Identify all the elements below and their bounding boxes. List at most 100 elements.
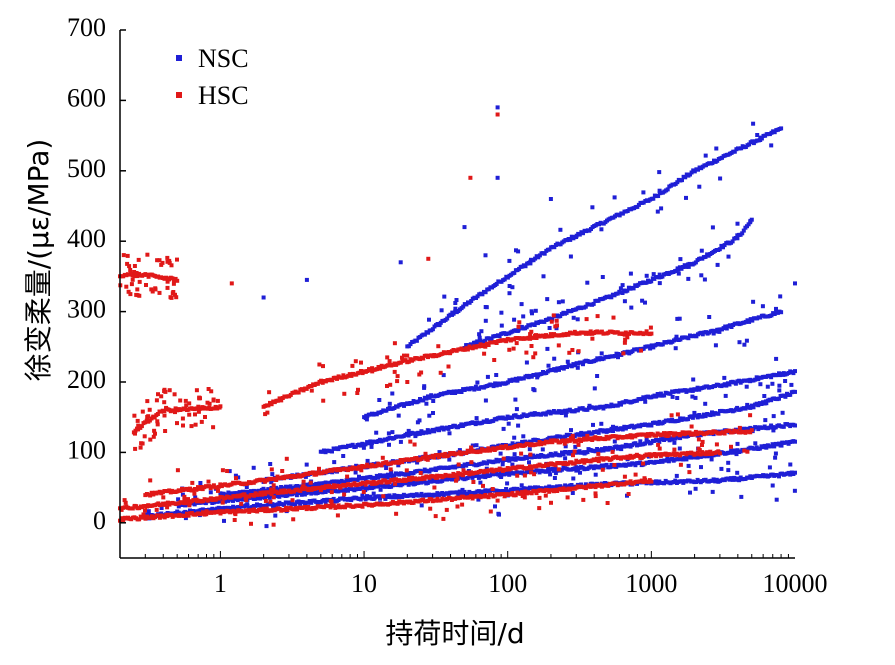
nsc-point (545, 346, 550, 351)
hsc-point (317, 362, 322, 367)
hsc-point (184, 403, 189, 408)
hsc-point (144, 283, 148, 287)
nsc-point (459, 390, 464, 394)
hsc-point (481, 483, 485, 488)
nsc-point (675, 396, 680, 400)
hsc-point (150, 289, 155, 294)
nsc-point (724, 326, 729, 331)
hsc-point (672, 447, 677, 452)
hsc-point (243, 496, 248, 500)
hsc-point (517, 320, 522, 325)
nsc-point (780, 410, 785, 415)
hsc-point (186, 497, 190, 502)
nsc-point (762, 394, 767, 398)
nsc-point (495, 105, 500, 110)
nsc-point (686, 463, 691, 468)
hsc-point (174, 295, 179, 300)
hsc-point (249, 521, 253, 526)
hsc-point (156, 513, 161, 518)
nsc-point (369, 444, 374, 449)
hsc-point (717, 451, 722, 456)
nsc-point (433, 493, 438, 498)
nsc-point (741, 228, 746, 233)
nsc-point (675, 316, 680, 321)
nsc-point (580, 305, 585, 310)
hsc-point (404, 468, 409, 473)
hsc-point (414, 456, 419, 460)
hsc-point (199, 419, 204, 424)
nsc-point (721, 245, 725, 250)
hsc-point (722, 431, 727, 436)
nsc-point (748, 218, 753, 223)
hsc-point (628, 433, 633, 438)
legend-item-nsc: NSC (176, 44, 249, 73)
hsc-point (683, 431, 688, 436)
legend-item-hsc: HSC (176, 81, 249, 110)
hsc-point (165, 514, 170, 519)
nsc-point (574, 235, 579, 239)
nsc-point (717, 247, 722, 252)
hsc-point (576, 442, 581, 447)
nsc-point (387, 442, 391, 447)
hsc-point (605, 501, 610, 505)
nsc-point (400, 495, 405, 499)
hsc-point (359, 468, 364, 473)
hsc-point (189, 424, 194, 429)
nsc-point (481, 490, 486, 495)
hsc-point (460, 502, 465, 507)
nsc-point (760, 304, 765, 309)
nsc-point (772, 444, 777, 449)
hsc-point (560, 333, 565, 338)
nsc-point (618, 286, 623, 291)
hsc-point (571, 453, 575, 458)
hsc-point (162, 389, 167, 393)
hsc-point (392, 341, 397, 346)
nsc-point (774, 356, 779, 361)
nsc-point (573, 363, 577, 368)
nsc-point (638, 460, 643, 465)
hsc-point (265, 410, 270, 415)
hsc-point (271, 495, 276, 500)
nsc-point (705, 454, 710, 459)
nsc-point (585, 450, 590, 455)
nsc-point (445, 316, 450, 321)
hsc-point (680, 430, 685, 435)
nsc-point (599, 421, 604, 426)
hsc-point (543, 493, 548, 498)
hsc-point (276, 398, 280, 403)
nsc-point (683, 175, 688, 180)
nsc-point (772, 130, 777, 135)
nsc-point (374, 430, 379, 435)
nsc-point (774, 497, 779, 502)
nsc-point (505, 481, 510, 486)
nsc-point (497, 334, 502, 339)
nsc-point (548, 197, 553, 201)
hsc-point (177, 512, 182, 517)
nsc-point (643, 300, 647, 305)
nsc-point (718, 176, 723, 181)
hsc-point (486, 446, 491, 451)
nsc-point (203, 501, 208, 506)
nsc-point (193, 495, 198, 500)
nsc-point (419, 503, 424, 508)
nsc-point (245, 490, 250, 495)
nsc-point (304, 462, 309, 467)
hsc-point (190, 480, 195, 485)
hsc-point (155, 422, 160, 427)
hsc-point (186, 513, 191, 518)
hsc-point (562, 441, 567, 446)
hsc-point (482, 351, 487, 356)
nsc-point (474, 443, 479, 448)
nsc-point (569, 428, 573, 433)
hsc-point (379, 463, 384, 468)
nsc-point (469, 299, 474, 303)
hsc-point (708, 449, 713, 454)
nsc-point (778, 294, 783, 299)
hsc-point (696, 446, 701, 451)
hsc-point (260, 492, 264, 497)
hsc-point (570, 433, 575, 438)
hsc-point (600, 467, 605, 472)
nsc-point (519, 483, 524, 488)
